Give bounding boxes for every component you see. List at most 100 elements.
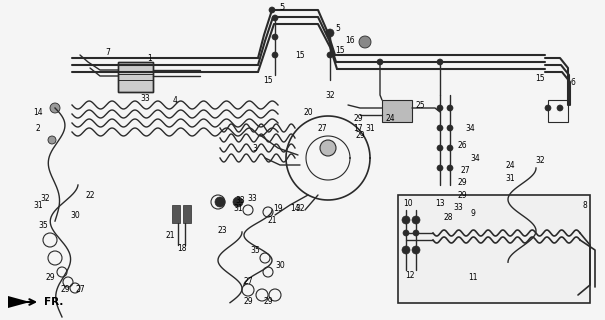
Circle shape <box>272 15 278 21</box>
Circle shape <box>327 52 333 58</box>
Text: 25: 25 <box>415 100 425 109</box>
Text: 15: 15 <box>535 74 545 83</box>
Circle shape <box>447 145 453 151</box>
Circle shape <box>50 103 60 113</box>
Text: 29: 29 <box>60 285 70 294</box>
Circle shape <box>272 34 278 40</box>
Text: 24: 24 <box>505 161 515 170</box>
Circle shape <box>320 140 336 156</box>
Text: 35: 35 <box>250 245 260 254</box>
Circle shape <box>437 59 443 65</box>
Text: 26: 26 <box>457 140 467 149</box>
Text: 29: 29 <box>457 190 467 199</box>
Text: 31: 31 <box>33 201 43 210</box>
Text: 12: 12 <box>405 270 415 279</box>
Text: 17: 17 <box>353 124 363 132</box>
Bar <box>172 205 180 223</box>
Circle shape <box>447 125 453 131</box>
Text: 1: 1 <box>148 53 152 62</box>
Text: 34: 34 <box>470 154 480 163</box>
Text: 8: 8 <box>583 201 587 210</box>
Circle shape <box>402 246 410 254</box>
Text: 7: 7 <box>105 47 111 57</box>
Text: 32: 32 <box>40 194 50 203</box>
Text: 6: 6 <box>571 77 575 86</box>
Text: 16: 16 <box>345 36 355 44</box>
Text: 13: 13 <box>435 198 445 207</box>
Bar <box>548 100 568 122</box>
Circle shape <box>545 105 551 111</box>
Text: 32: 32 <box>535 156 545 164</box>
Text: 28: 28 <box>443 212 453 221</box>
Text: 3: 3 <box>252 143 258 153</box>
Text: 23: 23 <box>217 226 227 235</box>
Circle shape <box>557 105 563 111</box>
Circle shape <box>233 197 243 207</box>
Text: 33: 33 <box>453 203 463 212</box>
Circle shape <box>437 105 443 111</box>
Circle shape <box>359 36 371 48</box>
Text: 24: 24 <box>385 114 395 123</box>
Text: 29: 29 <box>243 298 253 307</box>
Circle shape <box>272 52 278 58</box>
Text: 27: 27 <box>75 285 85 294</box>
Circle shape <box>413 230 419 236</box>
Bar <box>398 195 590 303</box>
Circle shape <box>437 165 443 171</box>
Text: 18: 18 <box>177 244 187 252</box>
Text: 19: 19 <box>273 204 283 212</box>
Text: 33: 33 <box>140 93 150 102</box>
Circle shape <box>48 136 56 144</box>
Text: 33: 33 <box>247 194 257 203</box>
Circle shape <box>269 7 275 13</box>
Text: 15: 15 <box>263 76 273 84</box>
Circle shape <box>447 105 453 111</box>
Text: 29: 29 <box>355 131 365 140</box>
Text: 30: 30 <box>275 260 285 269</box>
Text: 27: 27 <box>460 165 470 174</box>
Bar <box>118 62 153 92</box>
Circle shape <box>377 59 383 65</box>
Text: 21: 21 <box>267 215 276 225</box>
Text: 34: 34 <box>465 124 475 132</box>
Bar <box>382 100 412 122</box>
Polygon shape <box>8 296 30 308</box>
Text: 11: 11 <box>468 273 478 282</box>
Text: 30: 30 <box>70 211 80 220</box>
Text: 29: 29 <box>263 298 273 307</box>
Text: 33: 33 <box>235 196 245 204</box>
Circle shape <box>403 230 409 236</box>
Text: 9: 9 <box>471 209 476 218</box>
Bar <box>183 205 191 223</box>
Text: 2: 2 <box>36 124 41 132</box>
Circle shape <box>412 246 420 254</box>
Text: 31: 31 <box>365 124 375 132</box>
Text: 10: 10 <box>403 198 413 207</box>
Circle shape <box>437 125 443 131</box>
Text: 29: 29 <box>45 274 55 283</box>
Circle shape <box>412 216 420 224</box>
Text: 31: 31 <box>505 173 515 182</box>
Circle shape <box>326 29 334 37</box>
Circle shape <box>402 216 410 224</box>
Text: 32: 32 <box>325 91 335 100</box>
Bar <box>118 62 153 92</box>
Text: 20: 20 <box>303 108 313 116</box>
Text: 4: 4 <box>172 95 177 105</box>
Circle shape <box>215 197 225 207</box>
Text: 29: 29 <box>353 114 363 123</box>
Text: 15: 15 <box>335 45 345 54</box>
Circle shape <box>447 165 453 171</box>
Text: 5: 5 <box>336 23 341 33</box>
Text: 14: 14 <box>290 204 300 212</box>
Text: 15: 15 <box>295 51 305 60</box>
Text: 22: 22 <box>85 190 95 199</box>
Text: 29: 29 <box>457 178 467 187</box>
Text: 27: 27 <box>243 277 253 286</box>
Text: 31: 31 <box>233 204 243 212</box>
Text: 5: 5 <box>280 3 284 12</box>
Text: 32: 32 <box>295 204 305 212</box>
Text: 21: 21 <box>165 230 175 239</box>
Text: 14: 14 <box>33 108 43 116</box>
Text: FR.: FR. <box>44 297 64 307</box>
